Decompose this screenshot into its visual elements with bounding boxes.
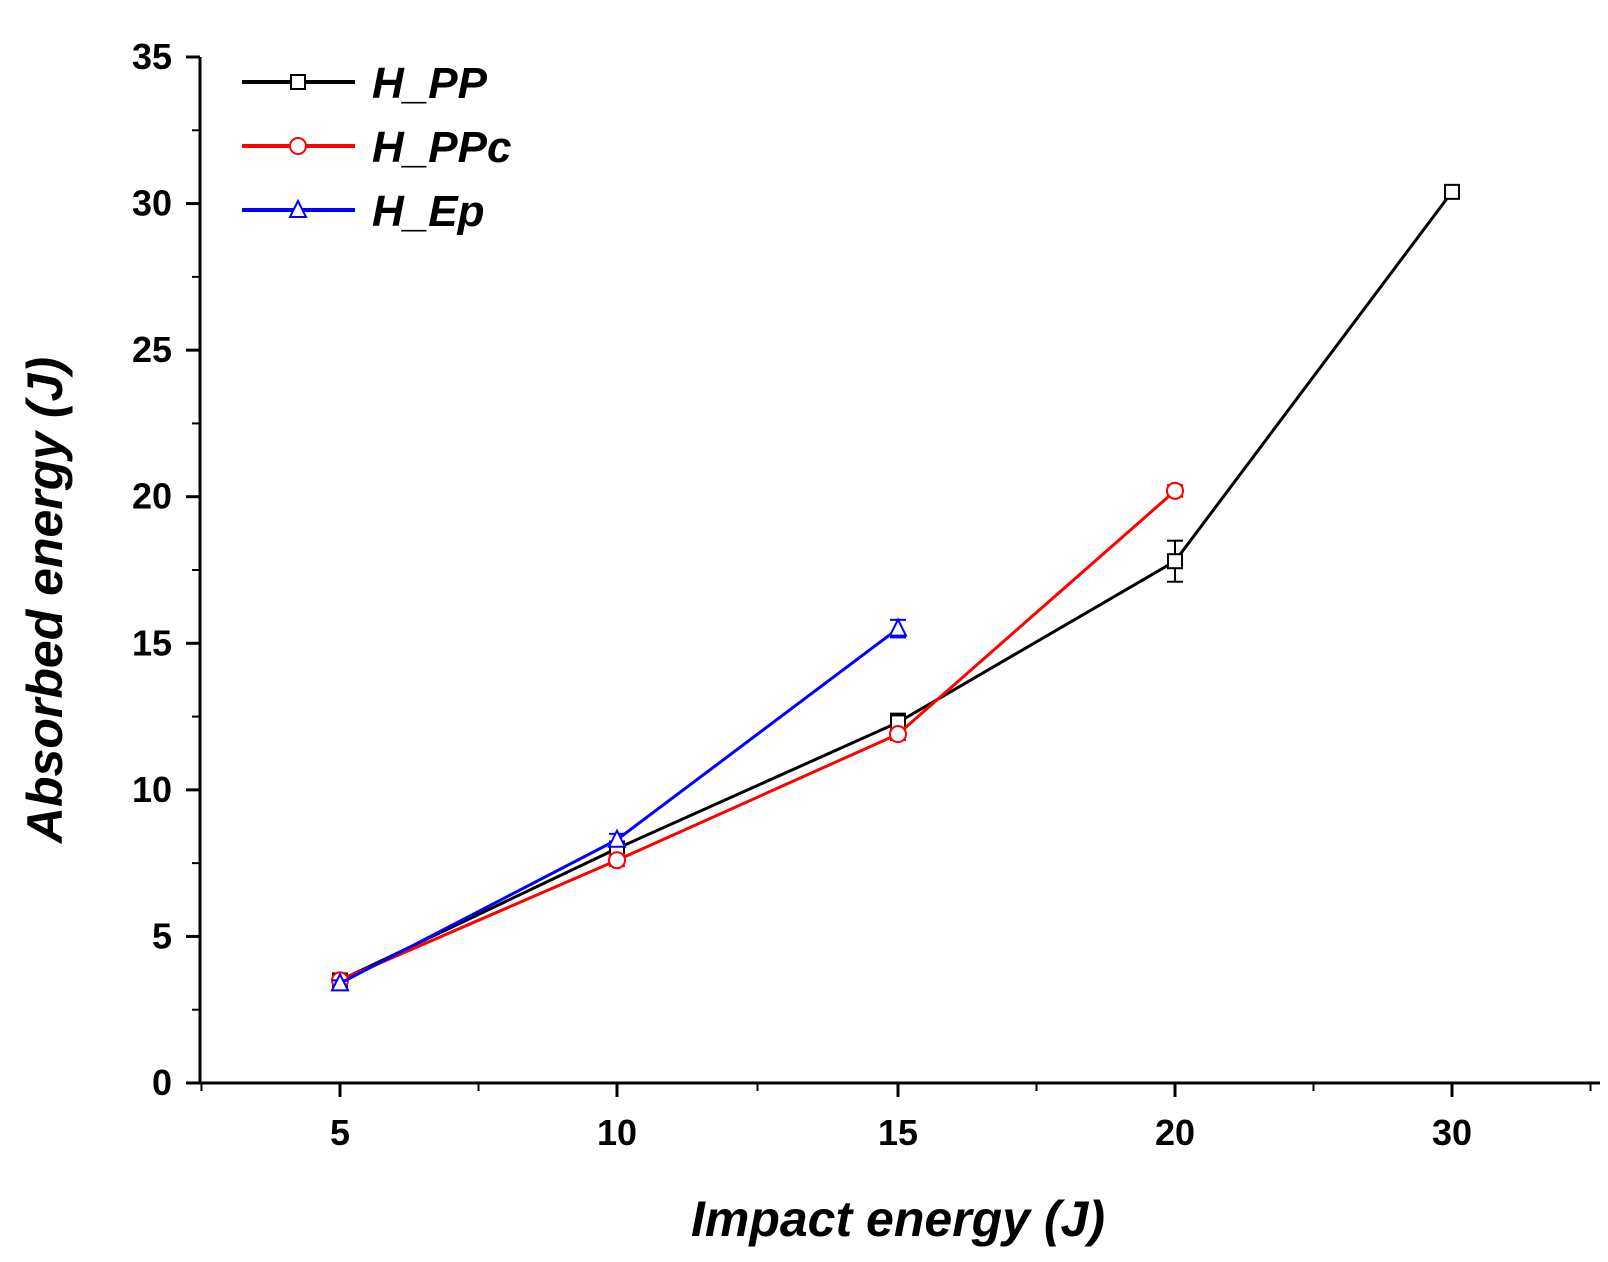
legend-item-H_Ep: H_Ep xyxy=(242,187,484,236)
series-line xyxy=(339,489,1176,982)
legend-marker xyxy=(289,137,307,155)
x-tick-label: 20 xyxy=(1155,1112,1195,1153)
y-tick-label: 15 xyxy=(132,622,172,663)
legend-marker xyxy=(288,198,308,218)
y-tick-label: 30 xyxy=(132,183,172,224)
x-tick-label: 10 xyxy=(597,1112,637,1153)
y-tick-label: 10 xyxy=(132,769,172,810)
legend-marker xyxy=(290,74,306,90)
series-line xyxy=(339,190,1454,982)
data-point xyxy=(1166,481,1184,500)
legend: H_PP H_PPc H_Ep xyxy=(242,59,511,236)
data-point xyxy=(607,828,627,848)
data-point xyxy=(889,725,907,744)
legend-item-H_PPc: H_PPc xyxy=(242,123,511,172)
y-axis-title: Absorbed energy (J) xyxy=(17,357,73,845)
legend-label: H_PPc xyxy=(372,123,511,172)
data-point xyxy=(888,617,908,637)
x-tick-label: 30 xyxy=(1432,1112,1472,1153)
series-layer xyxy=(330,183,1460,992)
series-line xyxy=(339,627,899,985)
y-tick-label: 25 xyxy=(132,329,172,370)
y-tick-label: 0 xyxy=(152,1062,172,1103)
legend-label: H_Ep xyxy=(372,187,484,236)
data-point xyxy=(1444,183,1460,200)
data-point xyxy=(608,851,626,870)
legend-item-H_PP: H_PP xyxy=(242,59,488,108)
data-point xyxy=(1167,553,1183,570)
legend-label: H_PP xyxy=(372,59,488,108)
x-tick-label: 15 xyxy=(878,1112,918,1153)
x-axis-title: Impact energy (J) xyxy=(691,1191,1105,1247)
x-tick-label: 5 xyxy=(330,1112,350,1153)
y-tick-label: 20 xyxy=(132,476,172,517)
y-tick-label: 35 xyxy=(132,36,172,77)
series-H_PP xyxy=(332,183,1460,989)
axes: 0 5 10 15 20 25 30 35 5 10 15 20 30 xyxy=(132,36,1600,1153)
data-point xyxy=(330,972,350,992)
series-H_Ep xyxy=(330,617,908,992)
y-tick-label: 5 xyxy=(152,915,172,956)
